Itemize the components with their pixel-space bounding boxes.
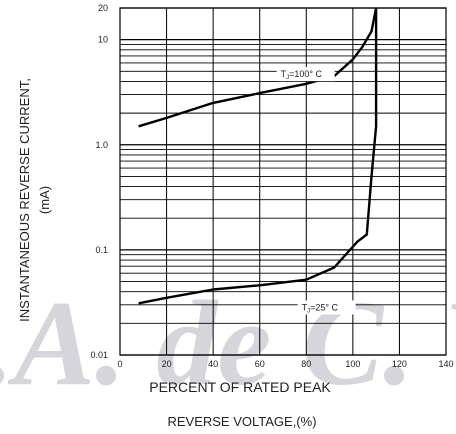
x-tick-label: 40 <box>208 359 218 369</box>
x-tick-label: 60 <box>255 359 265 369</box>
watermark-text: S.A. de C. V. <box>0 276 456 411</box>
y-tick-label: 0.1 <box>95 245 108 255</box>
grid <box>119 7 447 356</box>
y-tick-label: 1.0 <box>95 140 108 150</box>
x-tick-label: 140 <box>438 359 453 369</box>
watermark: S.A. de C. V. <box>0 276 456 411</box>
series-label-tj-100c: TJ=100° C <box>281 69 323 81</box>
tick-labels: 0 20 40 60 80 100 120 140 0.01 0.1 1.0 10 20 <box>90 3 453 369</box>
x-tick-label: 0 <box>117 359 122 369</box>
series-label-tj-25c: TJ=25° C <box>302 303 339 315</box>
x-axis-label-line1: PERCENT OF RATED PEAK <box>149 379 331 395</box>
series-layer <box>138 7 378 305</box>
x-tick-label: 100 <box>345 359 360 369</box>
y-tick-label: 0.01 <box>90 350 108 360</box>
y-tick-label: 10 <box>98 35 108 45</box>
y-axis-label: INSTANTANEOUS REVERSE CURRENT, <box>17 78 32 322</box>
x-tick-label: 20 <box>162 359 172 369</box>
series-labels: TJ=100° C TJ=25° C <box>276 67 356 315</box>
series-line-tj-25c <box>138 8 378 305</box>
y-tick-label: 20 <box>98 3 108 13</box>
x-axis-label-line2: REVERSE VOLTAGE,(%) <box>167 414 316 429</box>
series-line-tj-100c <box>138 7 378 128</box>
series-label-background <box>297 300 356 315</box>
x-tick-label: 120 <box>392 359 407 369</box>
y-axis-unit: (mA) <box>37 186 52 214</box>
series-label-background <box>276 67 335 82</box>
x-tick-label: 80 <box>301 359 311 369</box>
